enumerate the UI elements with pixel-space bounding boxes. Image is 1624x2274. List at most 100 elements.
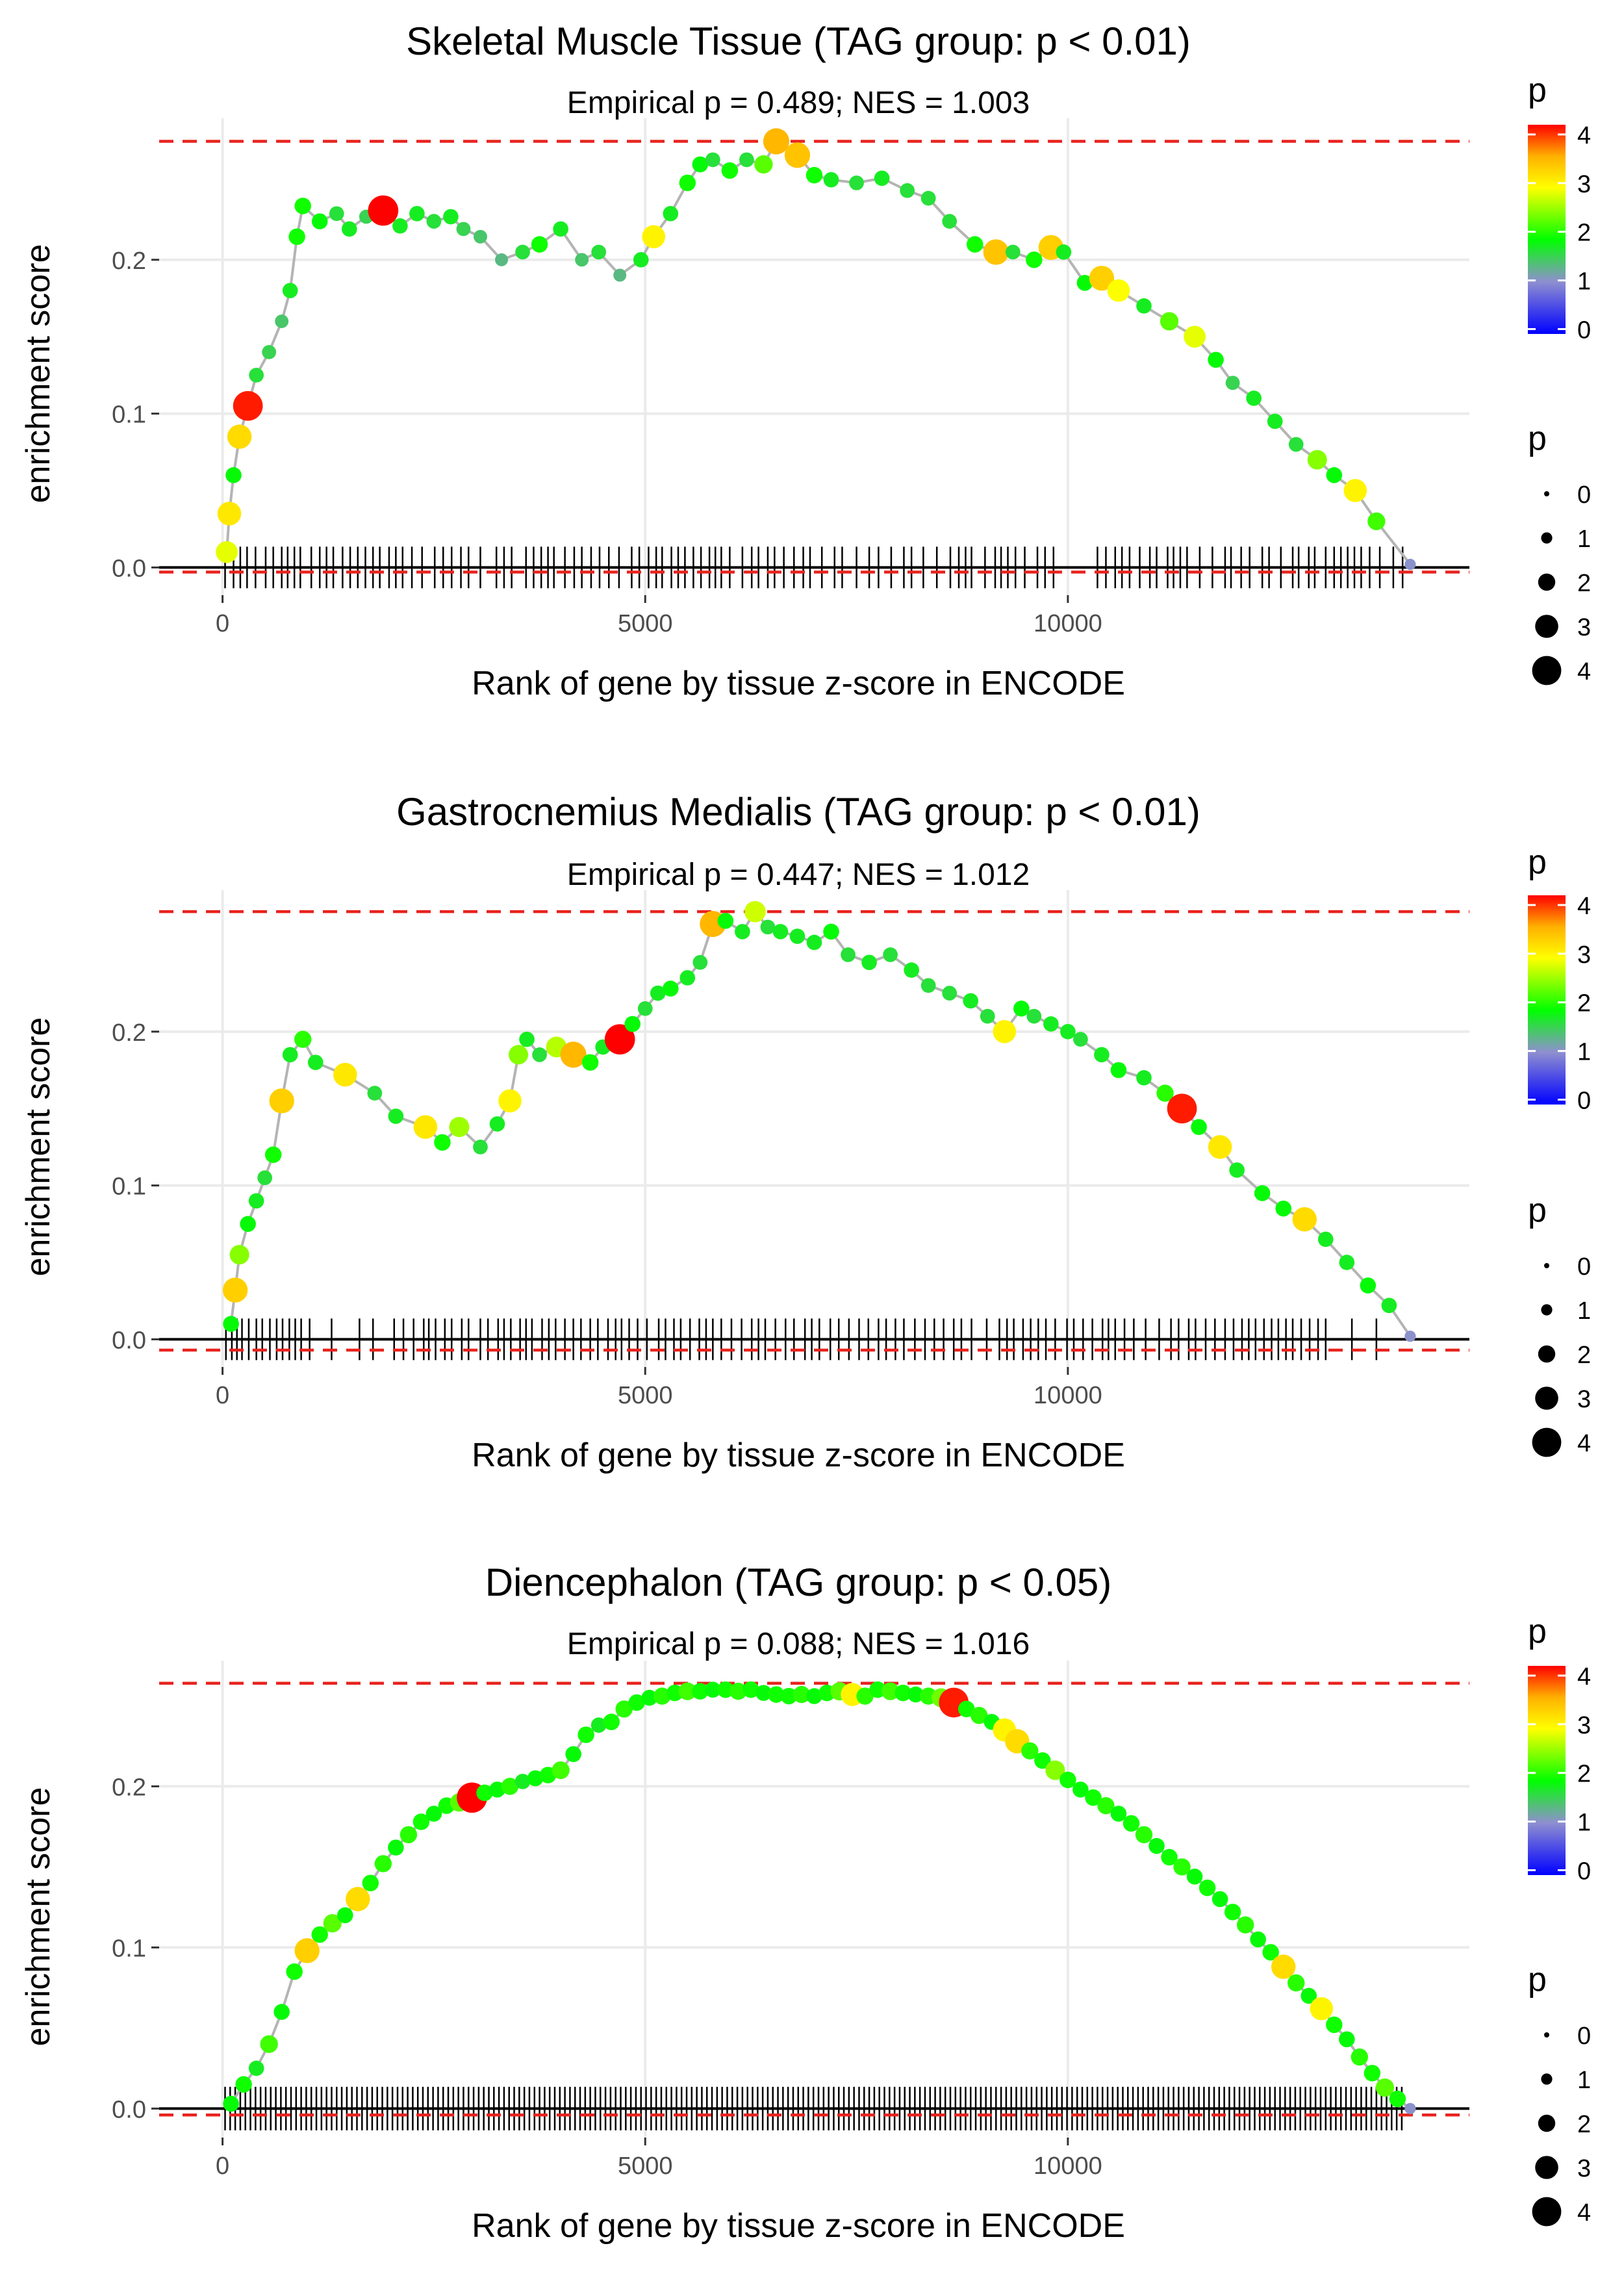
panel-3-data-point: [286, 1963, 303, 1980]
panel-3-data-point: [780, 1687, 798, 1705]
panel-2-x-tick-label: 0: [216, 1382, 229, 1409]
panel-3-data-point: [1326, 2016, 1343, 2034]
panel-3-data-point: [641, 1689, 658, 1706]
panel-2-data-point: [1339, 1255, 1355, 1270]
panel-2-legend: p 0 1 2 3 4 p 0 1 2 3 4: [1528, 843, 1591, 1457]
panel-2-data-point: [581, 1054, 599, 1071]
panel-3-data-point: [1404, 2102, 1416, 2114]
panel-1-data-point: [368, 195, 399, 226]
panel-3-size-key-label: 1: [1577, 2067, 1591, 2094]
panel-1-data-point: [679, 174, 696, 192]
panel-1-data-point: [329, 206, 344, 222]
panel-1-data-point: [262, 344, 277, 359]
panel-1-data-point: [874, 170, 890, 186]
panel-3-data-point: [1110, 1806, 1127, 1822]
panel-1-data-point: [282, 283, 298, 299]
panel-3-subtitle: Empirical p = 0.088; NES = 1.016: [567, 1627, 1030, 1661]
panel-3-data-point: [1135, 1826, 1153, 1844]
panel-1-x-ticks: 0 5000 10000: [216, 595, 1102, 637]
panel-2-size-key-label: 4: [1577, 1430, 1591, 1457]
panel-3-data-point: [1199, 1879, 1216, 1897]
panel-3-colorbar-ticks: 0 1 2 3 4: [1528, 1663, 1591, 1885]
panel-2-data-point: [692, 954, 708, 970]
panel-2-data-point: [1026, 1008, 1042, 1024]
panel-3-data-point: [1288, 1974, 1305, 1992]
panel-3-data-point: [1148, 1837, 1165, 1854]
panel-3-curve: [229, 1688, 1412, 2110]
panel-3-data-point: [412, 1813, 430, 1830]
panel-3-y-tick-label: 0.0: [112, 2096, 146, 2123]
panel-1-colorbar-tick-label: 1: [1577, 268, 1591, 296]
panel-2-data-point: [679, 970, 696, 986]
panel-3-data-point: [869, 1681, 886, 1698]
panel-2-size-key-dot: [1544, 1263, 1549, 1268]
panel-2-y-ticks: 0.0 0.1 0.2: [112, 1019, 159, 1354]
panel-2-data-point: [1404, 1331, 1416, 1342]
panel-1-data-point: [1288, 437, 1304, 452]
panel-2-x-tick-label: 5000: [618, 1382, 673, 1409]
panel-2-data-point: [920, 978, 936, 993]
panel-3-data-point: [235, 2076, 252, 2093]
panel-1-data-point: [692, 156, 709, 173]
panel-2-data-point: [1360, 1277, 1377, 1294]
panel-3-data-point: [425, 1806, 442, 1822]
panel-1-data-point: [1160, 312, 1179, 331]
panel-1-y-label: enrichment score: [19, 244, 57, 504]
panel-3-data-point: [400, 1826, 418, 1844]
panel-3-size-keys: 0 1 2 3 4: [1532, 2023, 1591, 2227]
panel-2-size-key-dot: [1535, 1386, 1558, 1410]
panel-3-data-point: [678, 1682, 696, 1700]
panel-2-size-legend-title: p: [1528, 1192, 1547, 1229]
panel-1-y-ticks: 0.0 0.1 0.2: [112, 248, 159, 582]
panel-2-data-point: [257, 1170, 273, 1186]
panel-3-data-point: [1271, 1954, 1296, 1979]
panel-2-colorbar-tick-label: 0: [1577, 1088, 1591, 1115]
panel-1-data-point: [249, 368, 264, 383]
panel-1-data-point: [763, 128, 790, 155]
panel-2-data-point: [823, 923, 839, 940]
panel-2-data-point: [489, 1116, 505, 1132]
panel-1-colorbar-ticks: 0 1 2 3 4: [1528, 122, 1591, 344]
panel-2-data-point: [1381, 1297, 1397, 1314]
panel-3-data-point: [1224, 1904, 1241, 1921]
panel-3-data-point: [565, 1746, 581, 1763]
panel-3-data-point: [692, 1683, 709, 1700]
panel-3-size-legend-title: p: [1528, 1961, 1547, 1999]
panel-2-data-point: [637, 1001, 653, 1016]
panel-3-data-point: [705, 1681, 721, 1698]
panel-3-data-point: [273, 2004, 290, 2020]
panel-3-data-point: [337, 1907, 353, 1924]
panel-1-size-key-dot: [1544, 491, 1549, 496]
panel-2-data-point: [993, 1020, 1017, 1043]
panel-3-data-point: [577, 1726, 594, 1743]
panel-1-y-tick-label: 0.2: [112, 248, 146, 275]
panel-1-size-key-dot: [1541, 532, 1553, 544]
panel-3-x-label: Rank of gene by tissue z-score in ENCODE: [472, 2207, 1125, 2245]
panel-1-data-point: [392, 218, 408, 234]
panel-3-data-point: [1059, 1771, 1076, 1789]
panel-3-y-ticks: 0.0 0.1 0.2: [112, 1774, 159, 2123]
panel-2-colorbar: [1528, 895, 1566, 1105]
panel-3-colorbar-tick-label: 4: [1577, 1663, 1591, 1691]
panel-2-x-tick-label: 10000: [1034, 1382, 1102, 1409]
panel-1-data-point: [1208, 351, 1224, 368]
panel-2-grid: [159, 890, 1469, 1367]
panel-1-data-point: [806, 166, 823, 184]
panel-1-data-point: [1076, 275, 1093, 291]
panel-3-data-point: [881, 1682, 900, 1700]
panel-3-data-point: [476, 1784, 493, 1802]
panel-3-data-point: [768, 1686, 785, 1703]
panel-1-data-point: [849, 175, 864, 190]
panel-3-y-tick-label: 0.2: [112, 1774, 146, 1801]
panel-1-data-point: [1056, 244, 1072, 260]
panel-1-data-point: [983, 239, 1009, 265]
panel-1-data-point: [942, 214, 958, 229]
panel-2-y-label: enrichment score: [19, 1017, 57, 1277]
panel-2-size-key-dot: [1532, 1427, 1562, 1457]
panel-1-data-point: [1267, 413, 1283, 429]
panel-2-data-point: [841, 947, 856, 962]
panel-1-data-point: [495, 253, 509, 266]
panel-3-size-key-label: 0: [1577, 2023, 1591, 2050]
panel-1-data-point: [1005, 244, 1021, 260]
panel-2-data-point: [1110, 1062, 1127, 1079]
